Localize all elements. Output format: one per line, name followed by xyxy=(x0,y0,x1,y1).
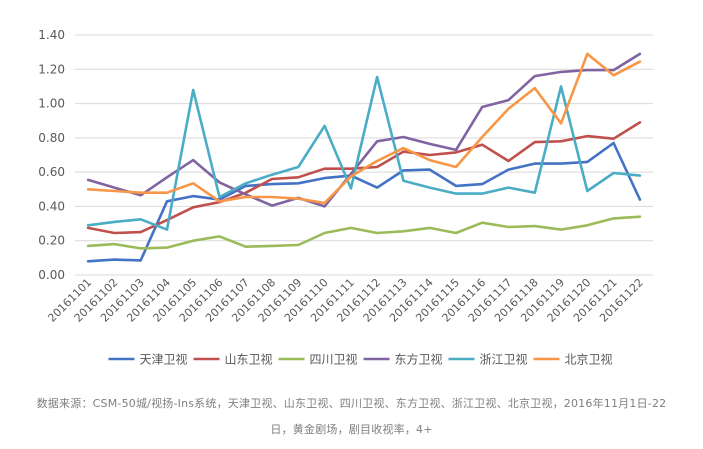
source-caption-line-1: 数据来源：CSM-50城/视扬-Ins系统，天津卫视、山东卫视、四川卫视、东方卫… xyxy=(36,397,667,410)
source-caption-line-2: 日，黄金剧场，剧目收视率，4+ xyxy=(270,423,433,436)
series-line-1 xyxy=(86,121,642,235)
chart-canvas: 0.00 0.20 0.40 0.60 0.80 1.00 1.20 1.40 20161101… xyxy=(38,28,653,367)
y-tick-label: 1.20 xyxy=(38,62,65,76)
y-tick-label: 1.00 xyxy=(38,97,65,111)
legend-label-5: 北京卫视 xyxy=(565,352,613,367)
y-tick-label: 0.80 xyxy=(38,131,65,145)
legend-label-2: 四川卫视 xyxy=(310,352,358,367)
series-lines xyxy=(86,52,642,263)
legend-label-1: 山东卫视 xyxy=(225,352,273,367)
series-line-2 xyxy=(86,215,642,250)
series-line-5 xyxy=(86,52,642,205)
series-line-0 xyxy=(86,141,642,263)
legend-label-3: 东方卫视 xyxy=(395,352,443,367)
y-tick-label: 0.20 xyxy=(38,234,65,248)
line-chart: 0.00 0.20 0.40 0.60 0.80 1.00 1.20 1.40 20161101… xyxy=(38,28,653,367)
y-tick-label: 0.40 xyxy=(38,199,65,213)
y-axis-tick-labels: 0.00 0.20 0.40 0.60 0.80 1.00 1.20 1.40 xyxy=(38,28,65,282)
legend-label-0: 天津卫视 xyxy=(140,352,188,367)
y-tick-label: 0.00 xyxy=(38,268,65,282)
series-line-3 xyxy=(86,52,642,208)
y-tick-label: 0.60 xyxy=(38,165,65,179)
y-tick-label: 1.40 xyxy=(38,28,65,42)
series-line-4 xyxy=(86,75,642,231)
x-axis-tick-labels: 2016110120161102201611032016110420161105… xyxy=(45,276,646,325)
legend: 天津卫视 山东卫视 四川卫视 东方卫视 浙江卫视 北京卫视 xyxy=(108,352,613,367)
legend-label-4: 浙江卫视 xyxy=(480,352,528,367)
